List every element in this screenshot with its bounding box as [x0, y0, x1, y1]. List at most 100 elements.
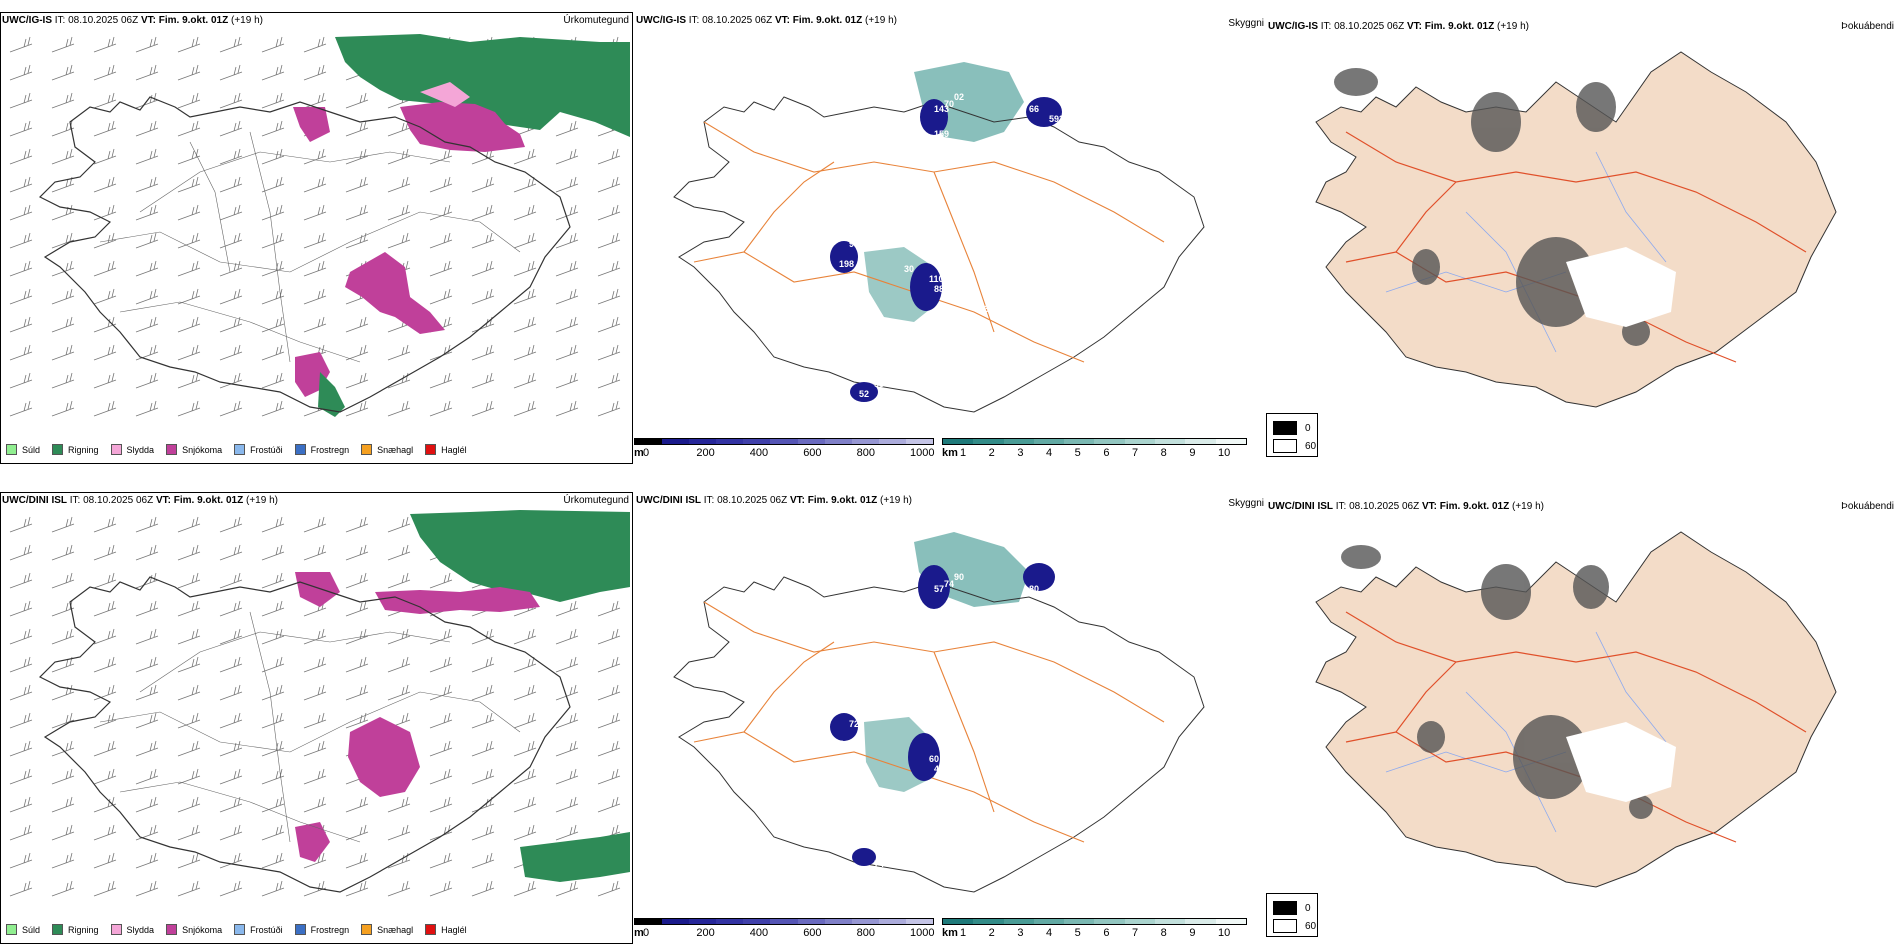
wind-barb	[303, 176, 327, 193]
colorbar-tick: 800	[856, 447, 875, 459]
wind-barb	[135, 288, 159, 305]
wind-barb	[513, 260, 537, 277]
legend-label: Frostregn	[310, 444, 350, 455]
wind-barb	[9, 796, 33, 813]
wind-barb	[219, 768, 243, 785]
vis-title: Skyggni	[1228, 18, 1264, 29]
precip-header: UWC/IG-IS IT: 08.10.2025 06Z VT: Fim. 9.…	[2, 15, 263, 26]
ceiling-label: 143	[934, 104, 949, 114]
wind-barb	[345, 852, 369, 869]
colorbar-tick: 5	[1074, 447, 1081, 459]
wind-barb	[303, 740, 327, 757]
wind-barb	[9, 628, 33, 645]
fog-legend-row: 60	[1273, 919, 1316, 933]
ceiling-label: 74	[874, 859, 884, 869]
colorbar-tick: 400	[749, 447, 769, 459]
ceiling-label: 69	[944, 304, 954, 314]
wind-barb	[597, 740, 621, 757]
colorbar-segment	[851, 919, 879, 924]
wind-barb	[177, 92, 201, 109]
colorbar-tick: 2	[988, 927, 995, 939]
legend-swatch	[6, 924, 17, 935]
wind-barb	[9, 120, 33, 137]
wind-barb	[555, 120, 579, 137]
wind-barb	[93, 600, 117, 617]
wind-barb	[93, 516, 117, 533]
legend-item: Slydda	[110, 924, 154, 935]
wind-barb	[555, 204, 579, 221]
colorbar-tick: 7	[1132, 447, 1139, 459]
colorbar-segment	[662, 919, 690, 924]
legend-swatch	[361, 444, 373, 455]
wind-barb	[9, 852, 33, 869]
vis-colorbar	[942, 918, 1247, 925]
wind-barb	[219, 148, 243, 165]
wind-barb	[345, 656, 369, 673]
wind-barb	[387, 176, 411, 193]
wind-barb	[219, 260, 243, 277]
wind-barb	[555, 148, 579, 165]
colorbar-tick: 6	[1103, 927, 1110, 939]
wind-barb	[177, 64, 201, 81]
wind-barb	[555, 176, 579, 193]
wind-barb	[9, 372, 33, 389]
colorbar-tick: 2	[988, 447, 995, 459]
wind-barb	[93, 344, 117, 361]
wind-barb	[51, 544, 75, 561]
legend-swatch	[425, 924, 437, 935]
wind-barb	[51, 824, 75, 841]
wind-barb	[219, 64, 243, 81]
ceiling-vis-panel-row1: 143 159 02 70 93 198 70 110 88 66 593 53 52 30 69 38 UW…	[634, 12, 1266, 464]
colorbar-segment	[905, 439, 934, 444]
wind-barb	[51, 628, 75, 645]
wind-barb	[93, 656, 117, 673]
wind-barb	[219, 628, 243, 645]
wind-barb	[471, 372, 495, 389]
wind-barb	[261, 796, 285, 813]
wind-barb	[219, 400, 243, 417]
wind-barb	[471, 288, 495, 305]
wind-barb	[135, 316, 159, 333]
wind-barb	[219, 572, 243, 589]
wind-barb	[261, 232, 285, 249]
fog-title: Þokuábendi	[1841, 501, 1894, 512]
ceiling-label: 66	[1029, 104, 1039, 114]
wind-barb	[303, 64, 327, 81]
wind-barb	[471, 656, 495, 673]
colorbar-segment	[824, 919, 852, 924]
ceiling-vis-panel-row2: 57 64 90 74 72 64 78 60 46 80 29 74 64 UWC/DINI ISL …	[634, 492, 1266, 944]
legend-swatch	[234, 444, 246, 455]
wind-barb	[429, 824, 453, 841]
legend-item: Snæhagl	[361, 924, 413, 935]
wind-barb	[177, 316, 201, 333]
legend-label: Rigning	[68, 924, 99, 935]
wind-barb	[387, 852, 411, 869]
precip-legend: Súld Rigning Slydda Snjókoma Frostúði Frostre…	[6, 444, 479, 455]
wind-barb	[135, 712, 159, 729]
fog-legend-row1: 0 60	[1266, 413, 1318, 457]
wind-barb	[597, 400, 621, 417]
wind-barb	[261, 372, 285, 389]
wind-barb	[303, 204, 327, 221]
ceiling-label: 93	[849, 239, 859, 249]
colorbar-tick: 400	[749, 927, 769, 939]
colorbar-unit: m	[634, 927, 644, 939]
wind-barb	[513, 768, 537, 785]
wind-barb	[513, 288, 537, 305]
wind-barb	[513, 176, 537, 193]
wind-barb	[555, 796, 579, 813]
ceiling-label: 64	[859, 869, 869, 879]
wind-barb	[219, 880, 243, 897]
wind-barb	[345, 232, 369, 249]
wind-barb	[9, 288, 33, 305]
wind-barb	[555, 740, 579, 757]
wind-barb	[135, 516, 159, 533]
fog-legend-row: 0	[1273, 901, 1311, 915]
wind-barb	[471, 344, 495, 361]
wind-barb	[93, 176, 117, 193]
colorbar-segment	[878, 919, 906, 924]
wind-barb	[177, 740, 201, 757]
wind-barb	[471, 880, 495, 897]
wind-barb	[93, 684, 117, 701]
wind-barb	[177, 712, 201, 729]
